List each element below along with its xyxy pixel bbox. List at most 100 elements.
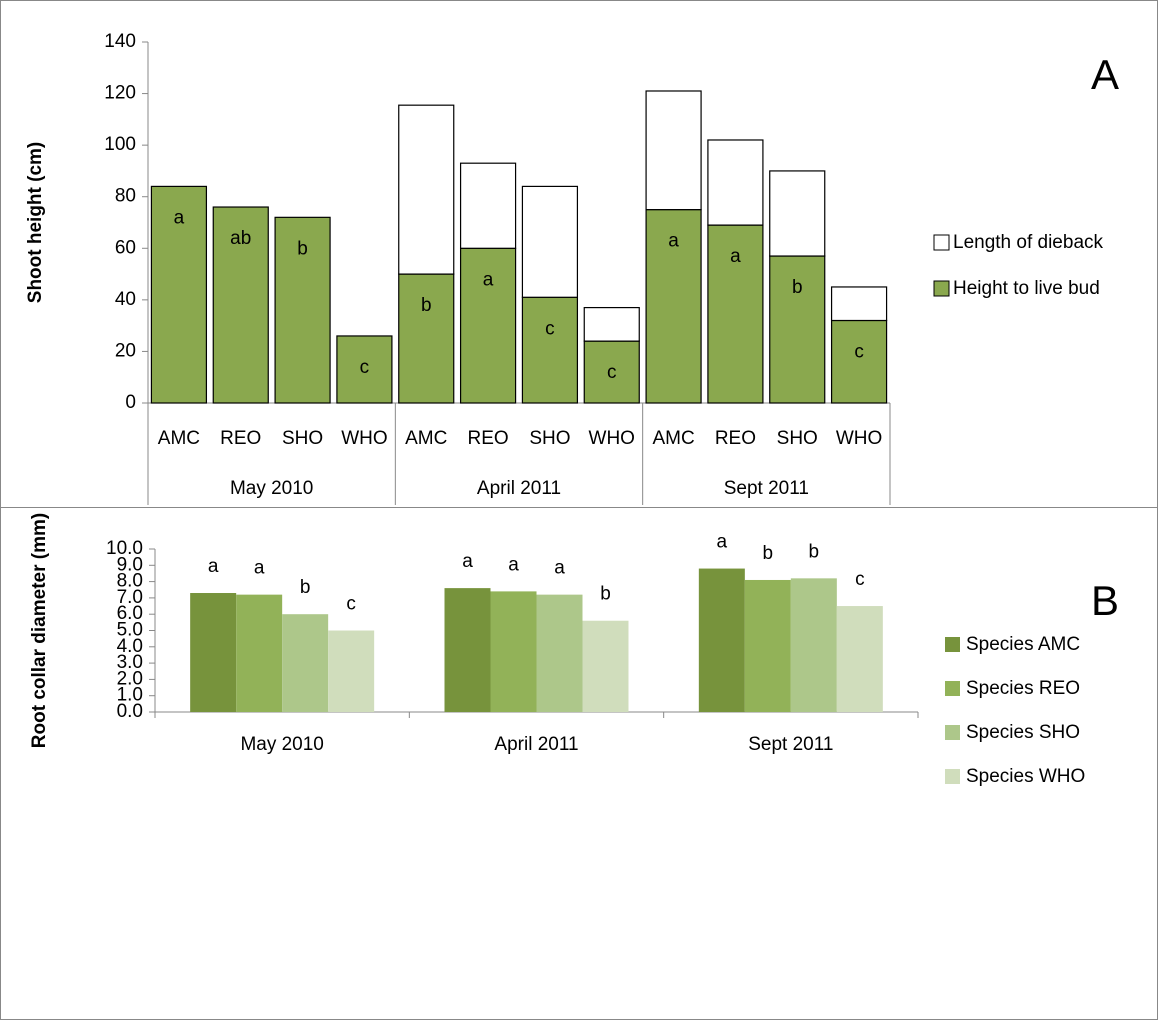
- bar: [328, 630, 375, 712]
- legend-label: Species WHO: [966, 766, 1085, 787]
- data-label: a: [717, 532, 728, 553]
- y-tick-label: 120: [104, 83, 136, 104]
- bar-segment: [707, 139, 764, 226]
- x-tick-label: SHO: [282, 428, 323, 449]
- x-tick-label: REO: [220, 428, 261, 449]
- x-tick-label: SHO: [529, 428, 570, 449]
- y-tick-label: 140: [104, 31, 136, 52]
- legend-label: Species AMC: [966, 634, 1080, 655]
- bar: [190, 593, 237, 712]
- y-tick-label: 40: [115, 289, 136, 310]
- bar-segment: [769, 255, 826, 404]
- data-label: a: [462, 551, 473, 572]
- group-label: May 2010: [230, 478, 313, 499]
- bar: [444, 588, 491, 712]
- x-tick-label: April 2011: [494, 734, 578, 755]
- legend-swatch: [945, 637, 960, 652]
- bar-segment: [645, 90, 702, 211]
- data-label: c: [360, 357, 370, 378]
- data-label: a: [508, 554, 519, 575]
- data-label: b: [600, 584, 611, 605]
- bar-segment: [769, 170, 826, 257]
- bar-segment: [336, 335, 393, 404]
- bar-segment: [645, 209, 702, 404]
- bar-segment: [583, 340, 640, 404]
- bar-segment: [707, 224, 764, 404]
- data-label: b: [792, 277, 803, 298]
- bar: [582, 620, 629, 712]
- bar: [836, 606, 883, 712]
- bar-segment: [274, 216, 331, 404]
- data-label: a: [730, 246, 741, 267]
- data-label: a: [208, 556, 219, 577]
- legend-swatch: [945, 725, 960, 740]
- x-tick-label: REO: [715, 428, 756, 449]
- data-label: c: [545, 318, 555, 339]
- data-label: c: [346, 594, 356, 615]
- y-tick-label: 20: [115, 340, 136, 361]
- bar: [698, 568, 745, 712]
- y-axis-title: Shoot height (cm): [25, 142, 46, 303]
- y-tick-label: 80: [115, 186, 136, 207]
- bar-segment: [459, 247, 517, 404]
- x-tick-label: WHO: [836, 428, 882, 449]
- data-label: b: [297, 238, 308, 259]
- y-tick-label: 100: [104, 134, 136, 155]
- data-label: b: [763, 543, 774, 564]
- bar-segment: [830, 286, 888, 322]
- x-tick-label: Sept 2011: [748, 734, 833, 755]
- legend-swatch: [933, 280, 950, 297]
- bar: [236, 594, 283, 712]
- x-tick-label: May 2010: [240, 734, 323, 755]
- y-tick-label: 60: [115, 237, 136, 258]
- x-tick-label: AMC: [158, 428, 200, 449]
- legend-label: Length of dieback: [953, 232, 1104, 253]
- y-tick-label: 4.0: [117, 636, 143, 657]
- bar-segment: [521, 296, 579, 404]
- data-label: a: [254, 558, 265, 579]
- legend-label: Species SHO: [966, 722, 1080, 743]
- x-tick-label: SHO: [777, 428, 818, 449]
- x-tick-label: AMC: [652, 428, 694, 449]
- legend-swatch: [933, 234, 950, 251]
- data-label: a: [554, 558, 565, 579]
- y-tick-label: 7.0: [117, 587, 143, 608]
- legend-swatch: [945, 769, 960, 784]
- data-label: a: [668, 231, 679, 252]
- bar: [282, 614, 329, 712]
- bar-segment: [150, 185, 208, 404]
- y-axis-title: Root collar diameter (mm): [29, 513, 50, 748]
- data-label: c: [855, 569, 865, 590]
- bar: [536, 594, 583, 712]
- bar-segment: [398, 273, 455, 404]
- data-label: b: [300, 577, 311, 598]
- bar-segment: [583, 306, 640, 342]
- bar: [744, 579, 791, 712]
- legend-swatch: [945, 681, 960, 696]
- x-tick-label: WHO: [341, 428, 387, 449]
- y-tick-label: 8.0: [117, 571, 143, 592]
- x-tick-label: AMC: [405, 428, 447, 449]
- data-label: c: [607, 362, 617, 383]
- legend-label: Height to live bud: [953, 278, 1100, 299]
- panel-label: B: [1091, 577, 1119, 624]
- y-tick-label: 0.0: [117, 701, 143, 722]
- legend-label: Species REO: [966, 678, 1080, 699]
- y-tick-label: 2.0: [117, 668, 143, 689]
- bar: [490, 591, 537, 712]
- y-tick-label: 9.0: [117, 554, 143, 575]
- bar-segment: [830, 319, 888, 404]
- bar-segment: [459, 162, 517, 249]
- data-label: c: [854, 342, 864, 363]
- bar: [790, 578, 837, 712]
- y-tick-label: 5.0: [117, 620, 143, 641]
- panel-frame: [0, 507, 1158, 1020]
- data-label: b: [809, 541, 820, 562]
- y-tick-label: 0: [125, 392, 136, 413]
- y-tick-label: 6.0: [117, 603, 143, 624]
- x-tick-label: REO: [467, 428, 508, 449]
- bar-segment: [212, 206, 269, 404]
- y-tick-label: 1.0: [117, 685, 143, 706]
- data-label: a: [174, 207, 185, 228]
- group-label: Sept 2011: [724, 478, 809, 499]
